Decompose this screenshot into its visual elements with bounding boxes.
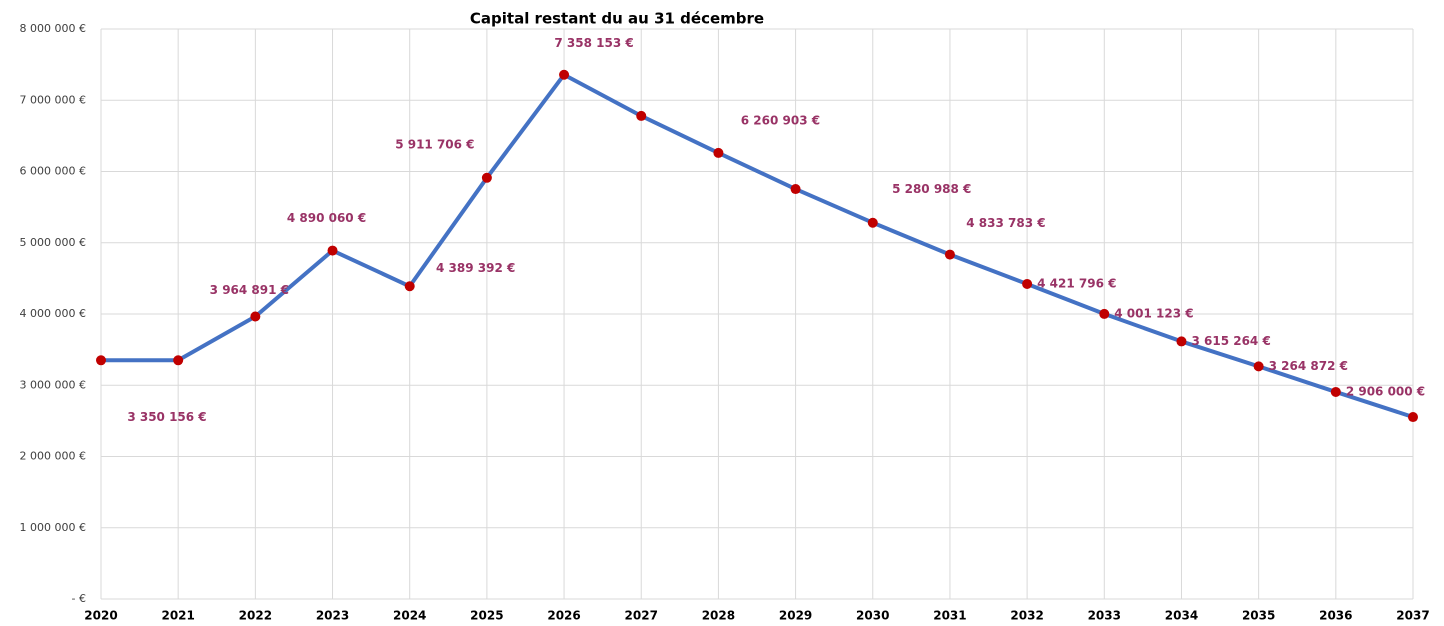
line: [101, 72, 1414, 419]
data-label: 4 001 123 €: [1114, 306, 1193, 320]
marker: [327, 245, 338, 256]
data-label: 2 906 000 €: [1346, 384, 1425, 398]
x-tick-label: 2031: [933, 609, 966, 623]
marker: [790, 184, 801, 195]
x-tick-label: 2033: [1088, 609, 1121, 623]
x-tick-label: 2021: [161, 609, 194, 623]
data-label: 4 421 796 €: [1037, 276, 1116, 290]
data-label: 7 358 153 €: [554, 36, 633, 50]
x-tick-label: 2027: [625, 609, 658, 623]
data-label: 4 389 392 €: [436, 261, 515, 275]
marker: [1253, 361, 1264, 372]
x-tick-label: 2020: [84, 609, 117, 623]
y-tick-label: 7 000 000 €: [20, 93, 86, 106]
marker: [1022, 278, 1033, 289]
marker: [1176, 336, 1187, 347]
x-tick-label: 2029: [779, 609, 812, 623]
marker: [481, 172, 492, 183]
data-label: 6 260 903 €: [741, 113, 820, 127]
marker: [1330, 386, 1341, 397]
marker: [713, 147, 724, 158]
x-tick-label: 2030: [856, 609, 889, 623]
x-tick-label: 2034: [1165, 609, 1198, 623]
marker: [559, 69, 570, 80]
y-tick-label: 3 000 000 €: [20, 378, 86, 391]
marker: [96, 355, 106, 366]
y-tick-label: 5 000 000 €: [20, 236, 86, 249]
y-tick-label: - €: [72, 592, 86, 605]
data-label: 5 911 706 €: [395, 137, 474, 151]
marker: [173, 355, 184, 366]
marker: [636, 110, 647, 121]
data-label: 4 890 060 €: [287, 211, 366, 225]
x-tick-label: 2022: [239, 609, 272, 623]
y-tick-label: 6 000 000 €: [20, 165, 86, 178]
x-tick-label: 2036: [1319, 609, 1352, 623]
data-label: 3 615 264 €: [1191, 334, 1270, 348]
marker: [250, 311, 261, 322]
marker: [404, 281, 415, 292]
marker: [1408, 412, 1418, 423]
marker: [867, 217, 878, 228]
x-tick-label: 2037: [1396, 609, 1429, 623]
marker: [944, 249, 955, 260]
chart-title: Capital restant du au 31 décembre: [470, 10, 764, 28]
data-label: 5 280 988 €: [892, 182, 971, 196]
data-label: 4 833 783 €: [966, 216, 1045, 230]
data-label: 3 264 872 €: [1269, 359, 1348, 373]
y-tick-label: 4 000 000 €: [20, 307, 86, 320]
data-label: 3 350 156 €: [127, 410, 206, 424]
data-label: 3 964 891 €: [210, 283, 289, 297]
x-tick-label: 2026: [547, 609, 580, 623]
y-tick-label: 8 000 000 €: [20, 22, 86, 35]
x-tick-label: 2028: [702, 609, 735, 623]
x-tick-label: 2025: [470, 609, 503, 623]
marker: [1099, 308, 1110, 319]
x-tick-label: 2032: [1010, 609, 1043, 623]
x-tick-label: 2024: [393, 609, 426, 623]
y-tick-label: 2 000 000 €: [20, 450, 86, 463]
y-tick-label: 1 000 000 €: [20, 521, 86, 534]
x-tick-label: 2023: [316, 609, 349, 623]
x-tick-label: 2035: [1242, 609, 1275, 623]
